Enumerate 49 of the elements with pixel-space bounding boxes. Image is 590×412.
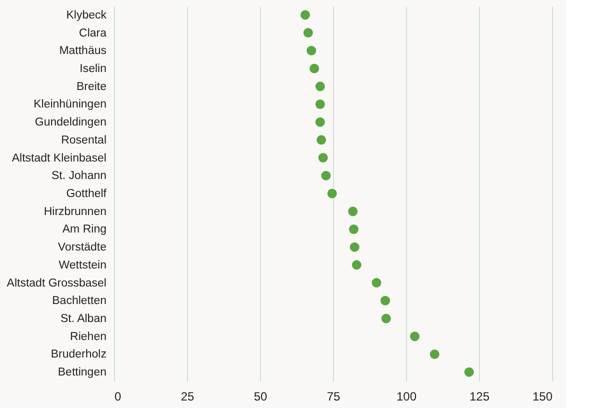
y-tick-label: Klybeck: [66, 9, 107, 22]
point: [410, 332, 420, 342]
y-tick-label: Hirzbrunnen: [44, 206, 106, 218]
point: [348, 206, 358, 216]
point: [350, 242, 360, 252]
point: [327, 188, 337, 198]
y-tick-label: Altstadt Grossbasel: [6, 277, 106, 290]
x-tick-label: 125: [469, 390, 490, 404]
point: [464, 367, 474, 377]
y-tick-label: Breite: [76, 80, 106, 93]
x-tick-label: 0: [114, 390, 122, 404]
y-tick-label: Riehen: [70, 330, 106, 343]
y-tick-label: Am Ring: [62, 224, 106, 236]
y-tick-label: Wettstein: [58, 259, 106, 272]
point: [316, 135, 326, 145]
point: [300, 10, 310, 20]
point: [310, 64, 320, 74]
x-tick-label: 150: [532, 390, 553, 404]
y-tick-label: Iselin: [80, 63, 106, 75]
point: [306, 46, 316, 56]
y-tick-label: St. Alban: [60, 313, 106, 325]
y-tick-label: Gundeldingen: [34, 116, 106, 129]
y-tick-label: St. Johann: [52, 170, 106, 182]
y-tick-label: Vorstädte: [58, 242, 106, 254]
x-tick-label: 75: [326, 390, 340, 404]
y-tick-label: Bruderholz: [50, 348, 107, 361]
x-tick-label: 50: [254, 390, 268, 404]
y-tick-label: Matthäus: [59, 45, 107, 58]
y-tick-label: Rosental: [61, 134, 106, 146]
point: [318, 153, 328, 163]
point: [372, 278, 382, 288]
point: [303, 28, 313, 38]
point: [381, 314, 391, 324]
point: [380, 296, 390, 306]
y-tick-label: Clara: [79, 27, 108, 40]
point: [348, 224, 358, 234]
x-tick-label: 100: [396, 390, 417, 404]
point: [315, 117, 325, 127]
point: [321, 170, 331, 180]
y-tick-label: Gotthelf: [66, 188, 108, 200]
point: [430, 349, 440, 359]
point: [352, 260, 362, 270]
point: [315, 82, 325, 92]
y-tick-label: Altstadt Kleinbasel: [12, 152, 106, 164]
y-tick-label: Bachletten: [52, 295, 106, 308]
point: [315, 99, 325, 109]
y-tick-label: Bettingen: [58, 366, 106, 379]
x-tick-label: 25: [180, 390, 194, 404]
y-tick-label: Kleinhüningen: [34, 98, 106, 111]
